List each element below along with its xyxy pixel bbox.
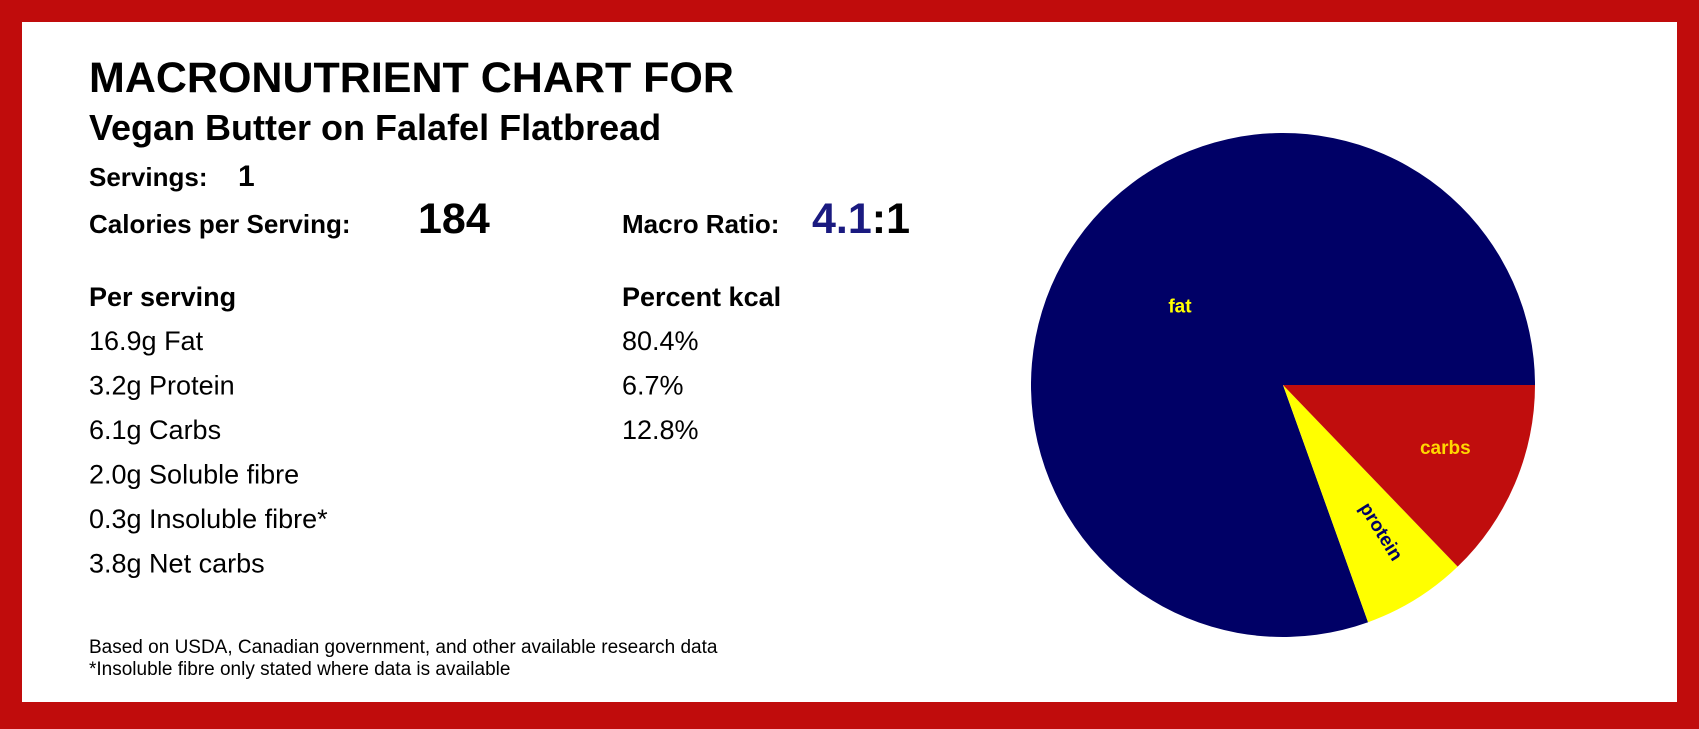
column-header: Per serving — [89, 282, 236, 312]
calories-label: Calories per Serving: — [89, 209, 351, 239]
nutrient: 6.1g Carbs — [89, 415, 221, 445]
percent-kcal: 12.8% — [622, 415, 699, 445]
footnote: *Insoluble fibre only stated where data … — [89, 659, 510, 680]
nutrient: 2.0g Soluble fibre — [89, 460, 299, 490]
nutrient: 16.9g Fat — [89, 326, 204, 356]
nutrient: 3.2g Protein — [89, 371, 235, 401]
ratio: 4.1:1 — [812, 195, 910, 243]
percent-kcal: 6.7% — [622, 371, 684, 401]
servings-value: 1 — [238, 160, 255, 193]
pie-label: fat — [1168, 296, 1192, 317]
subtitle: Vegan Butter on Falafel Flatbread — [89, 107, 661, 148]
footnote: Based on USDA, Canadian government, and … — [89, 637, 718, 658]
calories-value: 184 — [418, 195, 490, 243]
title: MACRONUTRIENT CHART FOR — [89, 54, 734, 102]
servings-label: Servings: — [89, 162, 208, 192]
percent-kcal: 80.4% — [622, 326, 699, 356]
nutrient: 0.3g Insoluble fibre* — [89, 504, 328, 534]
column-header: Percent kcal — [622, 282, 781, 312]
pie-slice — [1283, 385, 1535, 567]
pie-label: carbs — [1420, 438, 1471, 459]
ratio-value: 4.1 — [812, 195, 872, 243]
ratio-rest: :1 — [872, 195, 910, 243]
nutrient: 3.8g Net carbs — [89, 549, 265, 579]
pie-slice — [1283, 385, 1458, 623]
ratio-label: Macro Ratio: — [622, 209, 779, 239]
